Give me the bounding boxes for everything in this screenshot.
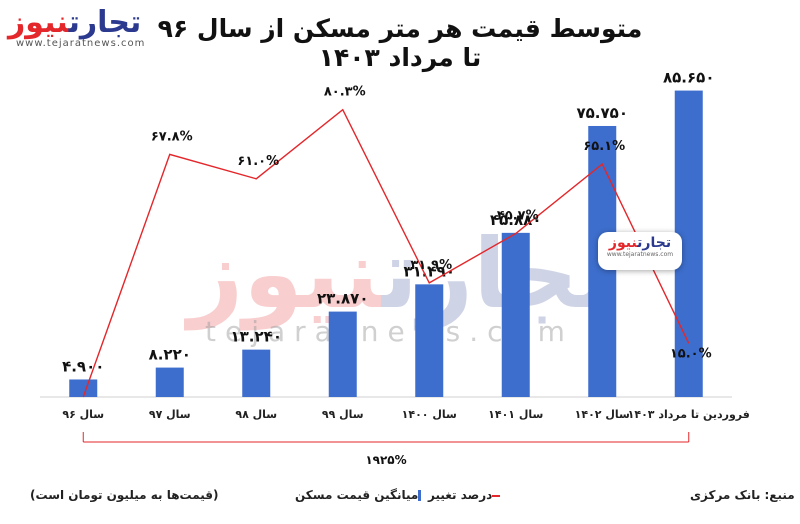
category-label-3: سال ۹۹ [322, 408, 364, 421]
brand-badge: تجارتنیوز www.tejaratnews.com [598, 232, 682, 270]
source-note: منبع: بانک مرکزی [690, 488, 795, 502]
bar-value-label-0: ۴.۹۰۰ [62, 357, 104, 375]
category-label-5: سال ۱۴۰۱ [488, 408, 543, 421]
legend-line-label: درصد تغییر [428, 488, 493, 502]
legend-bar-item: میانگین قیمت مسکن [295, 488, 424, 502]
legend-line-item: درصد تغییر [428, 488, 503, 502]
bar-0 [69, 379, 98, 397]
bar-3 [328, 311, 357, 397]
bar-value-label-7: ۸۵.۶۵۰ [663, 69, 714, 87]
logo-part2: نیوز [8, 5, 69, 40]
bar-value-label-3: ۲۳.۸۷۰ [317, 290, 368, 308]
bar-value-label-2: ۱۳.۲۴۰ [231, 328, 282, 346]
legend-bar-label: میانگین قیمت مسکن [295, 488, 419, 502]
line-value-label-6: ۶۵.۱% [583, 139, 625, 154]
bar-value-label-5: ۴۵.۸۸۰ [490, 211, 541, 229]
bar-value-label-1: ۸.۲۲۰ [149, 346, 191, 364]
line-value-label-1: ۶۷.۸% [151, 129, 193, 144]
category-label-4: سال ۱۴۰۰ [402, 408, 457, 421]
watermark-part2: نیوز [188, 218, 382, 330]
line-value-label-4: ۳۱.۹% [410, 258, 452, 273]
line-value-label-5: ۴۵.۷% [497, 208, 539, 223]
badge-part1: تجارت [637, 235, 672, 251]
line-series-change [82, 108, 690, 398]
category-label-2: سال ۹۸ [235, 408, 277, 421]
line-value-label-7: ۱۵.۰% [670, 346, 712, 361]
line-value-label-2: ۶۱.۰% [237, 154, 279, 169]
badge-url: www.tejaratnews.com [606, 251, 674, 258]
bar-value-label-6: ۷۵.۷۵۰ [577, 104, 628, 122]
category-label-1: سال ۹۷ [149, 408, 191, 421]
chart-title: متوسط قیمت هر متر مسکن از سال ۹۶ تا مردا… [157, 14, 643, 72]
legend-bar-swatch [418, 490, 422, 501]
badge-part2: نیوز [608, 235, 638, 251]
unit-note: (قیمت‌ها به میلیون تومان است) [30, 488, 219, 502]
brand-logo: تجارتنیوز www.tejaratnews.com [8, 5, 146, 50]
logo-url: www.tejaratnews.com [16, 38, 146, 49]
legend-line-swatch [492, 494, 501, 497]
logo-part1: تجارت [68, 5, 142, 40]
category-label-7: فروردین تا مرداد ۱۴۰۳ [628, 408, 750, 421]
bar-4 [415, 284, 444, 397]
category-label-0: سال ۹۶ [62, 408, 104, 421]
total-change-label: ۱۹۲۵% [365, 453, 406, 467]
category-label-6: سال ۱۴۰۲ [575, 408, 630, 421]
line-value-label-3: ۸۰.۳% [324, 85, 366, 100]
watermark-logo: تجارتنیوز [188, 218, 614, 330]
bar-2 [242, 349, 271, 397]
bar-1 [155, 367, 184, 397]
bar-5 [501, 232, 530, 397]
